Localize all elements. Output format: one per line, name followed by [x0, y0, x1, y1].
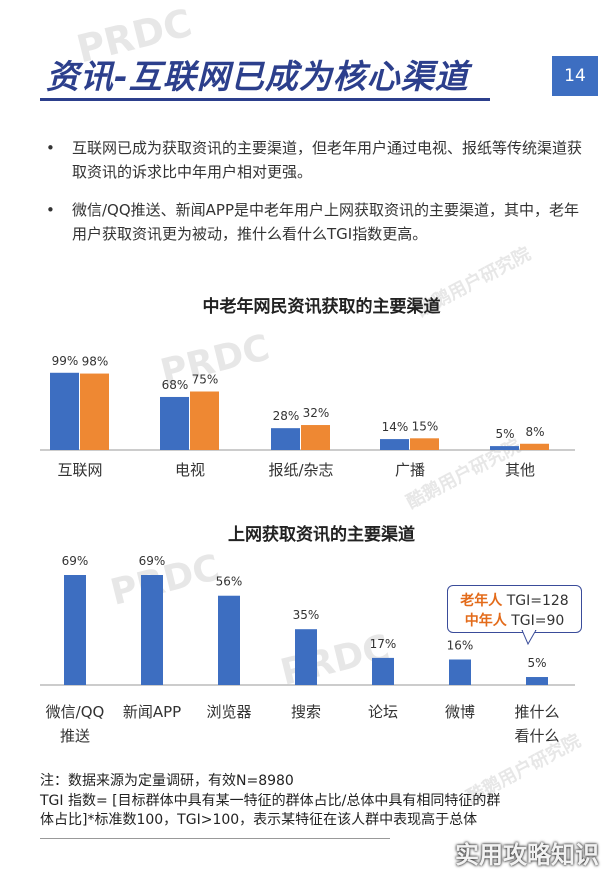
page-title: 资讯-互联网已成为核心渠道 — [46, 50, 469, 98]
chart2-bar — [218, 596, 240, 685]
chart2-data-label: 5% — [527, 656, 546, 670]
chart2-title: 上网获取资讯的主要渠道 — [40, 520, 603, 545]
chart2-bar — [526, 677, 548, 685]
chart1-bar — [301, 425, 330, 450]
chart1-category-label: 电视 — [175, 461, 205, 479]
chart2-bar — [372, 658, 394, 685]
chart2-data-label: 56% — [216, 575, 243, 589]
chart2-category-label: 微博 — [445, 703, 475, 721]
chart1-category-label: 报纸/杂志 — [268, 461, 333, 479]
chart1-bar — [160, 397, 189, 450]
chart1-data-label: 68% — [162, 378, 189, 392]
chart1-data-label: 14% — [382, 420, 409, 434]
chart2-category-label: 搜索 — [291, 703, 321, 721]
page-number-badge: 14 — [552, 56, 598, 96]
chart1-data-label: 75% — [192, 373, 219, 387]
tgi-line-old: 老年人 TGI=128 — [448, 590, 581, 610]
note-source: 注：数据来源为定量调研，有效N=8980 — [40, 772, 294, 791]
chart1-data-label: 5% — [495, 427, 514, 441]
chart2-data-label: 17% — [370, 637, 397, 651]
tgi-line-mid: 中年人 TGI=90 — [448, 610, 581, 630]
chart1-bar — [50, 373, 79, 450]
footer-rule — [40, 838, 390, 839]
chart1-bar — [490, 446, 519, 450]
chart1-bar — [80, 374, 109, 450]
chart1-title: 中老年网民资讯获取的主要渠道 — [40, 292, 603, 317]
chart1-data-label: 15% — [412, 419, 439, 433]
chart2-data-label: 69% — [139, 554, 166, 568]
chart2-category-label: 新闻APP — [123, 703, 181, 721]
chart2-category-label: 推送 — [60, 727, 90, 745]
tgi-callout: 老年人 TGI=128 中年人 TGI=90 — [447, 585, 582, 633]
bullet-text-1: 互联网已成为获取资讯的主要渠道，但老年用户通过电视、报纸等传统渠道获取资讯的诉求… — [72, 136, 592, 184]
note-tgi-definition: TGI 指数= [目标群体中具有某一特征的群体占比/总体中具有相同特征的群 — [40, 792, 500, 811]
chart1-bar — [520, 444, 549, 450]
chart2-category-label: 论坛 — [368, 703, 398, 721]
chart1-bar — [380, 439, 409, 450]
note-tgi-definition-cont: 体占比]*标准数100，TGI>100，表示某特征在该人群中表现高于总体 — [40, 811, 477, 830]
tgi-key-mid: 中年人 — [465, 613, 507, 629]
bullet-dot: • — [46, 198, 55, 222]
chart2-data-label: 35% — [293, 608, 320, 622]
tgi-callout-pointer — [520, 630, 540, 650]
chart1-bar — [271, 428, 300, 450]
chart2-category-label: 推什么 — [514, 703, 559, 721]
chart2-category-label: 浏览器 — [206, 703, 251, 721]
tgi-value-old: TGI=128 — [507, 593, 569, 609]
chart2-category-label: 看什么 — [514, 727, 559, 745]
chart1-bar — [410, 438, 439, 450]
brand-watermark: 实用攻略知识 — [455, 835, 599, 870]
chart1-data-label: 98% — [82, 355, 109, 369]
chart1-category-label: 广播 — [395, 461, 425, 479]
chart2-bar — [141, 575, 163, 685]
bullet-text-2: 微信/QQ推送、新闻APP是中老年用户上网获取资讯的主要渠道，其中，老年用户获取… — [72, 198, 592, 246]
chart2-data-label: 16% — [447, 638, 474, 652]
chart1-data-label: 8% — [525, 425, 544, 439]
chart1-category-label: 互联网 — [57, 461, 102, 479]
chart2-data-label: 69% — [62, 554, 89, 568]
chart2-bar — [64, 575, 86, 685]
title-underline — [40, 98, 490, 101]
tgi-key-old: 老年人 — [460, 593, 502, 609]
chart2-bar — [449, 659, 471, 685]
chart2-category-label: 微信/QQ — [46, 703, 105, 721]
bullet-dot: • — [46, 136, 55, 160]
chart1-svg: 99%98% 互联网 68%75% 电视 28%32% 报纸/杂志 14%15% 广播 5% 8%… — [0, 330, 603, 500]
chart1-data-label: 32% — [303, 406, 330, 420]
chart1-bar — [190, 392, 219, 451]
chart1-category-label: 其他 — [505, 461, 535, 479]
chart2-bar — [295, 629, 317, 685]
tgi-value-mid: TGI=90 — [511, 613, 564, 629]
chart2-svg: 69% 微信/QQ 推送 69% 新闻APP 56% 浏览器 35% 搜索 17% 论坛 16% 微博 5… — [0, 545, 603, 760]
chart1-data-label: 28% — [273, 409, 300, 423]
chart1-data-label: 99% — [52, 354, 79, 368]
